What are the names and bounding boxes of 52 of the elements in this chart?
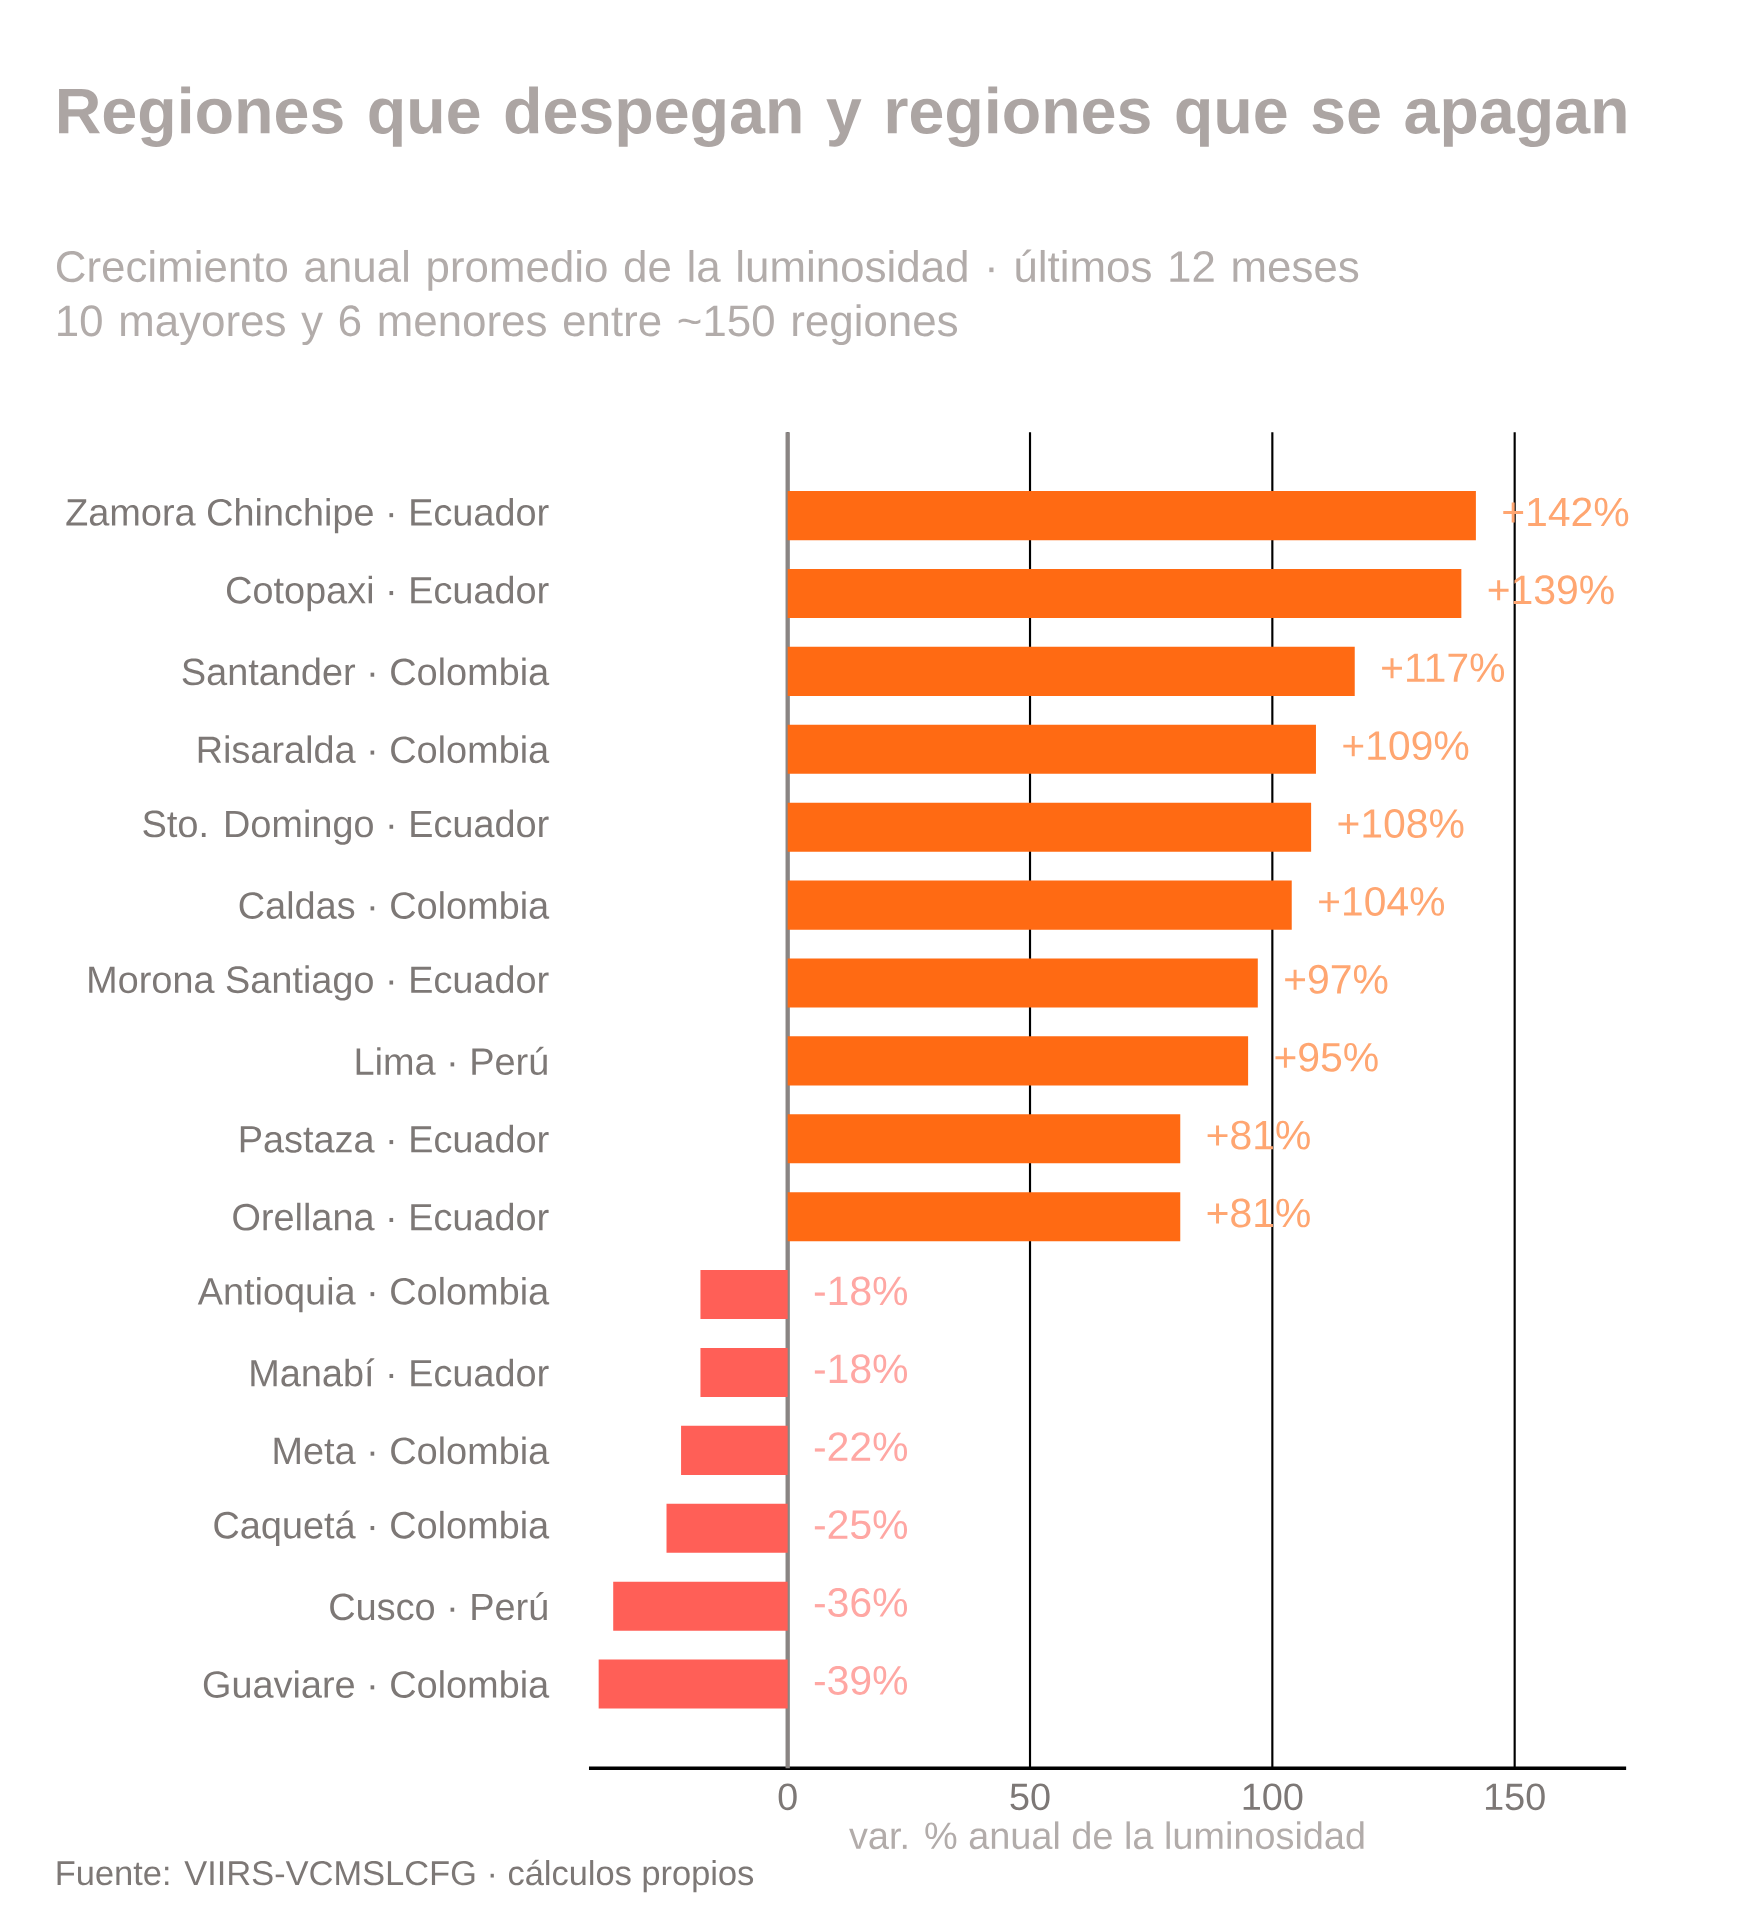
y-tick-label: Lima · Perú	[356, 1046, 548, 1075]
y-tick-label: Risaralda · Colombia	[198, 735, 550, 764]
y-tick-label: Santander · Colombia	[182, 657, 550, 686]
x-tick-label: 50	[1010, 1783, 1050, 1811]
x-tick-label: 0	[778, 1783, 797, 1811]
y-tick-label: Caquetá · Colombia	[214, 1510, 550, 1547]
data-label: -25%	[815, 1510, 908, 1540]
y-tick-label: Orellana · Ecuador	[233, 1202, 549, 1231]
chart-subtitle: Crecimiento anual promedio de la luminosidad · últimos 12 meses 10 mayores y 6 menores entre ~150 regiones	[57, 249, 1359, 346]
bar	[787, 958, 1258, 1008]
bar	[700, 1270, 788, 1320]
bar	[787, 646, 1355, 696]
data-label: -18%	[815, 1354, 908, 1384]
bar	[681, 1425, 788, 1475]
y-tick-label: Antioquia · Colombia	[198, 1276, 550, 1313]
data-label: -22%	[815, 1432, 908, 1462]
y-tick-label: Meta · Colombia	[274, 1436, 550, 1465]
x-tick-label: 100	[1243, 1783, 1303, 1811]
bar	[613, 1581, 788, 1631]
data-label: +95%	[1275, 1042, 1378, 1072]
data-label: -39%	[815, 1665, 908, 1695]
y-tick-label: Cotopaxi · Ecuador	[227, 575, 549, 612]
y-tick-label: Cusco · Perú	[330, 1592, 548, 1621]
y-tick-label: Sto. Domingo · Ecuador	[143, 809, 549, 845]
bar	[787, 1036, 1249, 1086]
bar	[787, 1114, 1181, 1164]
bar	[787, 568, 1462, 619]
chart-title: Regiones que despegan y regiones que se apagan	[59, 86, 1626, 148]
data-label: +117%	[1382, 653, 1505, 683]
bar	[787, 491, 1477, 541]
data-label: +97%	[1285, 964, 1388, 994]
bar	[598, 1659, 788, 1709]
y-tick-label: Morona Santiago · Ecuador	[89, 965, 549, 1001]
x-tick-label: 150	[1486, 1783, 1545, 1811]
x-axis-title: var. % anual de la luminosidad	[849, 1821, 1364, 1850]
data-label: -18%	[815, 1276, 908, 1306]
y-tick-label: Zamora Chinchipe · Ecuador	[66, 497, 549, 534]
data-label: +109%	[1343, 731, 1469, 761]
y-tick-label: Pastaza · Ecuador	[241, 1124, 549, 1153]
bar	[787, 802, 1312, 852]
bar	[666, 1503, 788, 1553]
bar	[787, 1192, 1181, 1242]
y-tick-label: Caldas · Colombia	[239, 891, 550, 919]
bar	[787, 880, 1292, 930]
y-tick-label: Manabí · Ecuador	[251, 1358, 549, 1387]
data-label: -36%	[815, 1588, 908, 1617]
y-tick-label: Guaviare · Colombia	[204, 1670, 550, 1698]
source-note: Fuente: VIIRS-VCMSLCFG · cálculos propios	[57, 1859, 754, 1893]
data-label: +108%	[1338, 809, 1464, 839]
data-label: +104%	[1319, 886, 1445, 916]
bar	[787, 724, 1317, 774]
bar	[700, 1347, 788, 1398]
